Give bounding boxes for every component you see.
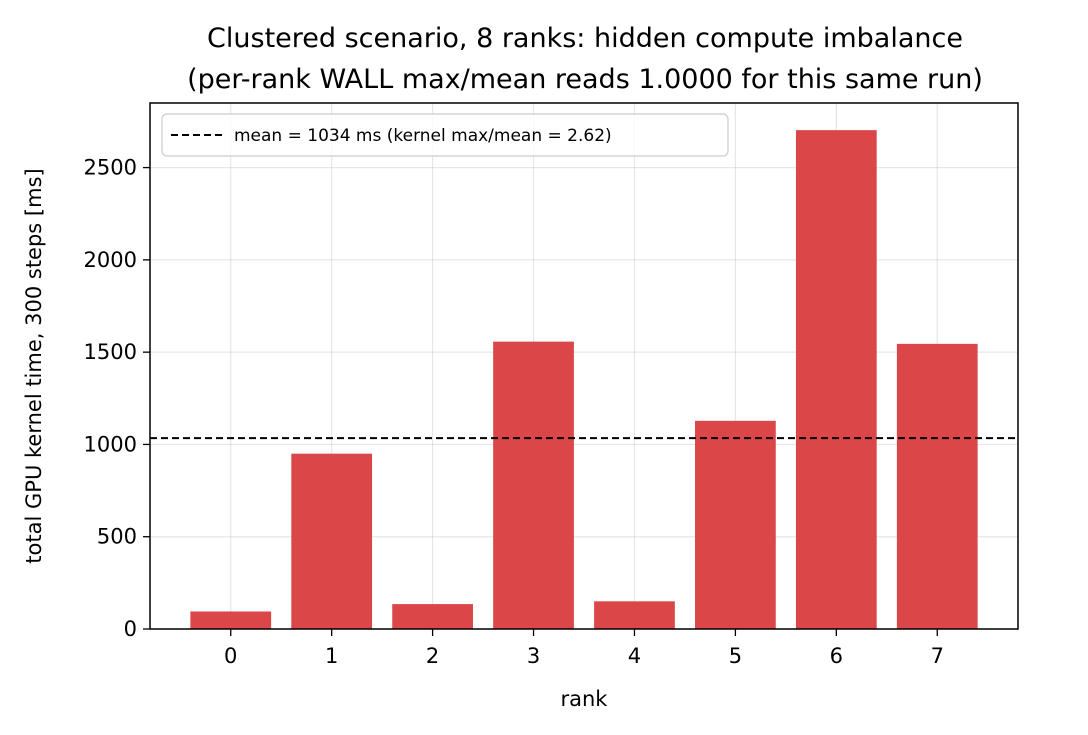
x-tick-label: 3 (527, 644, 540, 668)
legend-box (161, 113, 729, 157)
bar-rank-4 (594, 601, 675, 629)
x-tick-label: 4 (628, 644, 641, 668)
bar-rank-2 (392, 604, 473, 629)
bars (190, 130, 978, 629)
y-tick-label: 500 (97, 525, 137, 549)
chart-title: Clustered scenario, 8 ranks: hidden comp… (207, 23, 963, 54)
bar-rank-5 (695, 420, 776, 629)
bar-rank-7 (896, 343, 978, 629)
x-tick-label: 7 (931, 644, 944, 668)
bar-rank-0 (190, 611, 272, 629)
plot-frame (149, 102, 1019, 630)
x-tick-label: 0 (224, 644, 237, 668)
x-tick-label: 2 (426, 644, 439, 668)
x-axis-label: rank (561, 687, 609, 711)
grid (150, 103, 1018, 630)
x-tick-label: 1 (325, 644, 338, 668)
legend-label: mean = 1034 ms (kernel max/mean = 2.62) (234, 126, 612, 146)
y-tick-label: 0 (124, 617, 137, 641)
y-axis-label: total GPU kernel time, 300 steps [ms] (22, 168, 46, 563)
y-tick-label: 2000 (84, 248, 137, 272)
x-tick-label: 6 (830, 644, 843, 668)
y-axis-ticks: 0 500 1000 1500 2000 2500 (84, 156, 150, 641)
bar-rank-6 (795, 130, 877, 629)
y-tick-label: 1000 (84, 432, 137, 456)
bar-rank-1 (291, 453, 373, 629)
legend: mean = 1034 ms (kernel max/mean = 2.62) (161, 113, 729, 157)
bar-rank-3 (493, 341, 574, 629)
y-tick-label: 2500 (84, 156, 137, 180)
chart-subtitle: (per-rank WALL max/mean reads 1.0000 for… (187, 64, 983, 95)
x-axis-ticks: 0 1 2 3 4 5 6 7 (224, 629, 944, 668)
y-tick-label: 1500 (84, 340, 137, 364)
x-tick-label: 5 (729, 644, 742, 668)
